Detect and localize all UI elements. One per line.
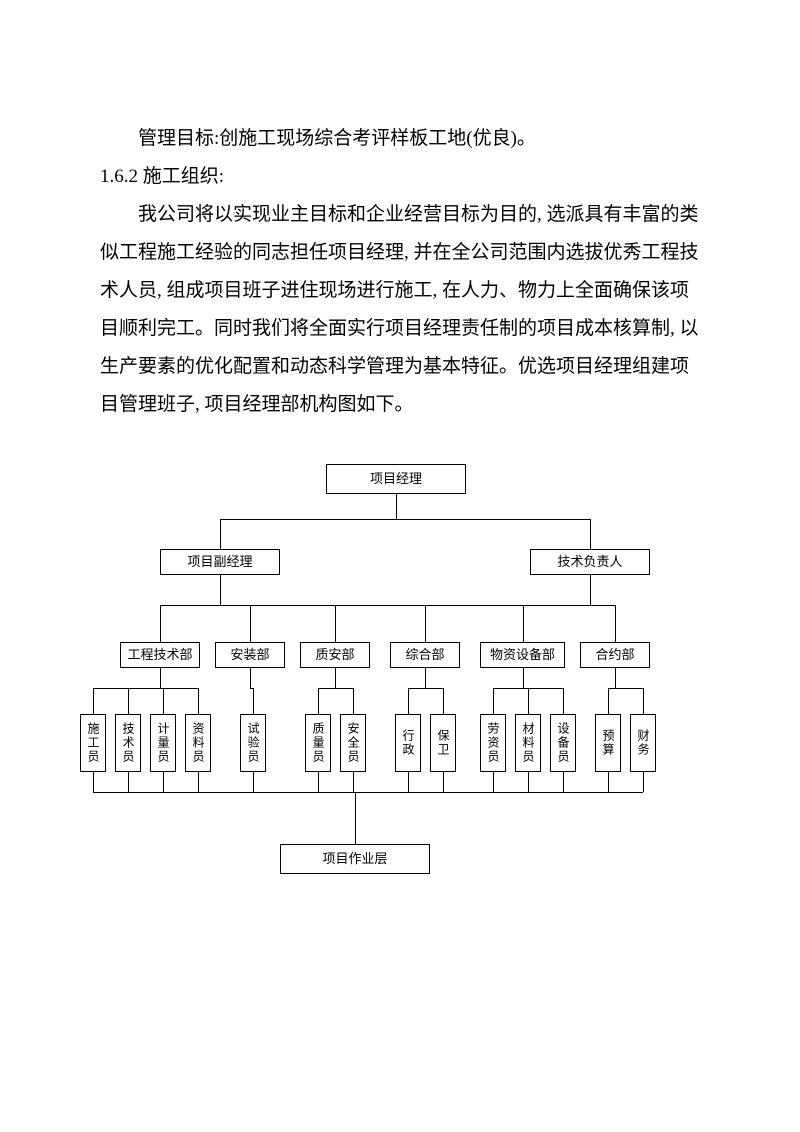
org-connector <box>493 772 494 792</box>
org-node: 施工员 <box>80 714 106 772</box>
org-connector <box>160 605 161 642</box>
org-connector <box>563 688 564 714</box>
org-node: 技术负责人 <box>530 549 650 575</box>
org-connector <box>198 688 199 714</box>
org-connector <box>443 688 444 714</box>
org-node: 技术员 <box>115 714 141 772</box>
org-node: 材料员 <box>515 714 541 772</box>
org-node: 预算 <box>595 714 621 772</box>
org-connector <box>355 792 356 844</box>
org-connector <box>220 519 590 520</box>
org-connector <box>220 519 221 549</box>
org-node: 财务 <box>630 714 656 772</box>
org-connector <box>250 605 251 642</box>
org-connector <box>643 772 644 792</box>
org-node: 质安部 <box>300 642 370 668</box>
org-connector <box>253 772 254 792</box>
org-connector <box>220 575 221 605</box>
org-connector <box>615 668 616 688</box>
org-connector <box>615 605 616 642</box>
org-connector <box>163 772 164 792</box>
org-connector <box>128 772 129 792</box>
org-connector <box>590 519 591 549</box>
org-connector <box>353 772 354 792</box>
org-node: 行政 <box>395 714 421 772</box>
org-node: 计量员 <box>150 714 176 772</box>
org-connector <box>528 688 529 714</box>
org-connector <box>160 605 615 606</box>
org-connector <box>563 772 564 792</box>
org-connector <box>643 688 644 714</box>
org-node: 试验员 <box>240 714 266 772</box>
org-connector <box>160 668 161 688</box>
org-connector <box>408 688 443 689</box>
org-connector <box>253 688 254 714</box>
org-connector <box>608 688 609 714</box>
paragraph-goal: 管理目标:创施工现场综合考评样板工地(优良)。 <box>100 120 700 158</box>
org-connector <box>608 772 609 792</box>
org-connector <box>93 772 94 792</box>
org-node: 项目作业层 <box>280 844 430 874</box>
org-node: 合约部 <box>580 642 650 668</box>
org-node: 劳资员 <box>480 714 506 772</box>
org-connector <box>353 688 354 714</box>
org-connector <box>93 792 643 793</box>
org-connector <box>318 688 353 689</box>
org-connector <box>408 688 409 714</box>
org-node: 项目副经理 <box>160 549 280 575</box>
org-connector <box>163 688 164 714</box>
org-node: 综合部 <box>390 642 460 668</box>
org-connector <box>335 605 336 642</box>
org-connector <box>198 772 199 792</box>
org-connector <box>528 772 529 792</box>
org-node: 保卫 <box>430 714 456 772</box>
org-connector <box>93 688 198 689</box>
org-node: 物资设备部 <box>480 642 565 668</box>
org-node: 质量员 <box>305 714 331 772</box>
org-node: 工程技术部 <box>120 642 200 668</box>
org-connector <box>523 605 524 642</box>
org-connector <box>318 772 319 792</box>
org-node: 安全员 <box>340 714 366 772</box>
section-heading: 1.6.2 施工组织: <box>100 158 700 196</box>
org-connector <box>608 688 643 689</box>
org-node: 项目经理 <box>326 464 466 494</box>
org-connector <box>93 688 94 714</box>
org-connector <box>425 605 426 642</box>
org-connector <box>396 494 397 519</box>
org-connector <box>128 688 129 714</box>
org-connector <box>250 668 251 688</box>
org-connector <box>493 688 494 714</box>
org-connector <box>523 668 524 688</box>
org-connector <box>590 575 591 605</box>
page: 管理目标:创施工现场综合考评样板工地(优良)。 1.6.2 施工组织: 我公司将… <box>0 0 800 984</box>
org-connector <box>443 772 444 792</box>
org-node: 设备员 <box>550 714 576 772</box>
org-connector <box>318 688 319 714</box>
org-connector <box>425 668 426 688</box>
org-node: 安装部 <box>215 642 285 668</box>
org-node: 资料员 <box>185 714 211 772</box>
paragraph-body: 我公司将以实现业主目标和企业经营目标为目的, 选派具有丰富的类似工程施工经验的同… <box>100 196 700 424</box>
org-chart: 项目经理项目副经理技术负责人工程技术部安装部质安部综合部物资设备部合约部施工员技… <box>100 464 700 924</box>
org-connector <box>335 668 336 688</box>
org-connector <box>408 772 409 792</box>
